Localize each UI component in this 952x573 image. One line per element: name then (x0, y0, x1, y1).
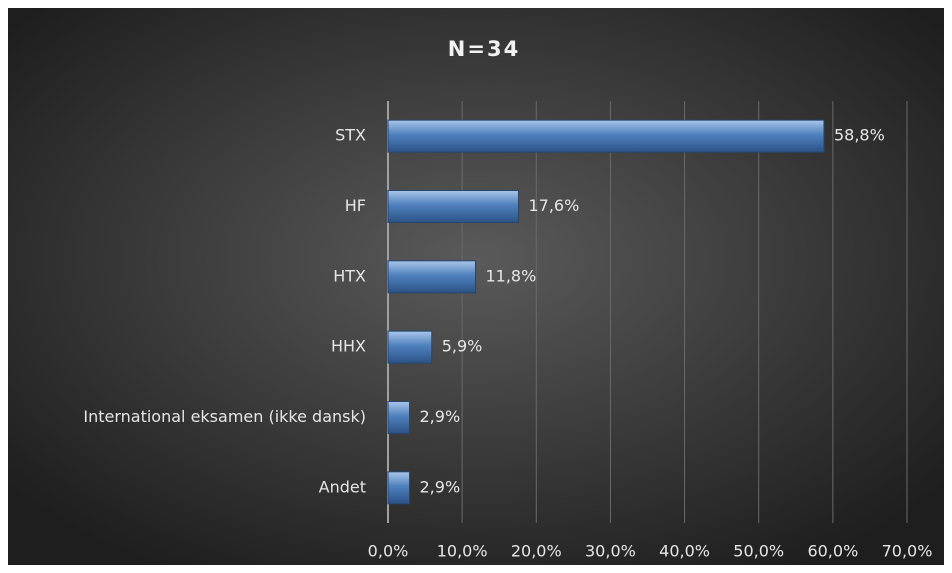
y-tick-label: Andet (319, 477, 366, 496)
value-label: 11,8% (485, 266, 536, 285)
y-tick-label: STX (335, 126, 366, 145)
bar (387, 401, 411, 434)
bar (387, 330, 433, 364)
x-tick-label: 30,0% (585, 542, 636, 561)
x-tick-label: 20,0% (511, 542, 562, 561)
x-tick-label: 50,0% (733, 542, 784, 561)
x-tick-label: 60,0% (807, 542, 858, 561)
value-label: 58,8% (834, 126, 885, 145)
plot-background (8, 8, 944, 565)
bar (387, 119, 825, 153)
x-tick-label: 0,0% (368, 542, 409, 561)
y-tick-label: International eksamen (ikke dansk) (83, 407, 366, 426)
x-tick-label: 70,0% (882, 542, 933, 561)
bar (387, 260, 476, 294)
y-tick-label: HF (345, 196, 366, 215)
y-tick-label: HHX (331, 337, 366, 356)
value-label: 2,9% (420, 477, 461, 496)
value-label: 5,9% (442, 337, 483, 356)
bar (387, 471, 411, 505)
bar (387, 190, 519, 223)
x-tick-label: 40,0% (659, 542, 710, 561)
value-label: 2,9% (420, 407, 461, 426)
chart-title: N=34 (448, 37, 520, 61)
value-label: 17,6% (528, 196, 579, 215)
y-tick-label: HTX (333, 266, 366, 285)
x-tick-label: 10,0% (437, 542, 488, 561)
